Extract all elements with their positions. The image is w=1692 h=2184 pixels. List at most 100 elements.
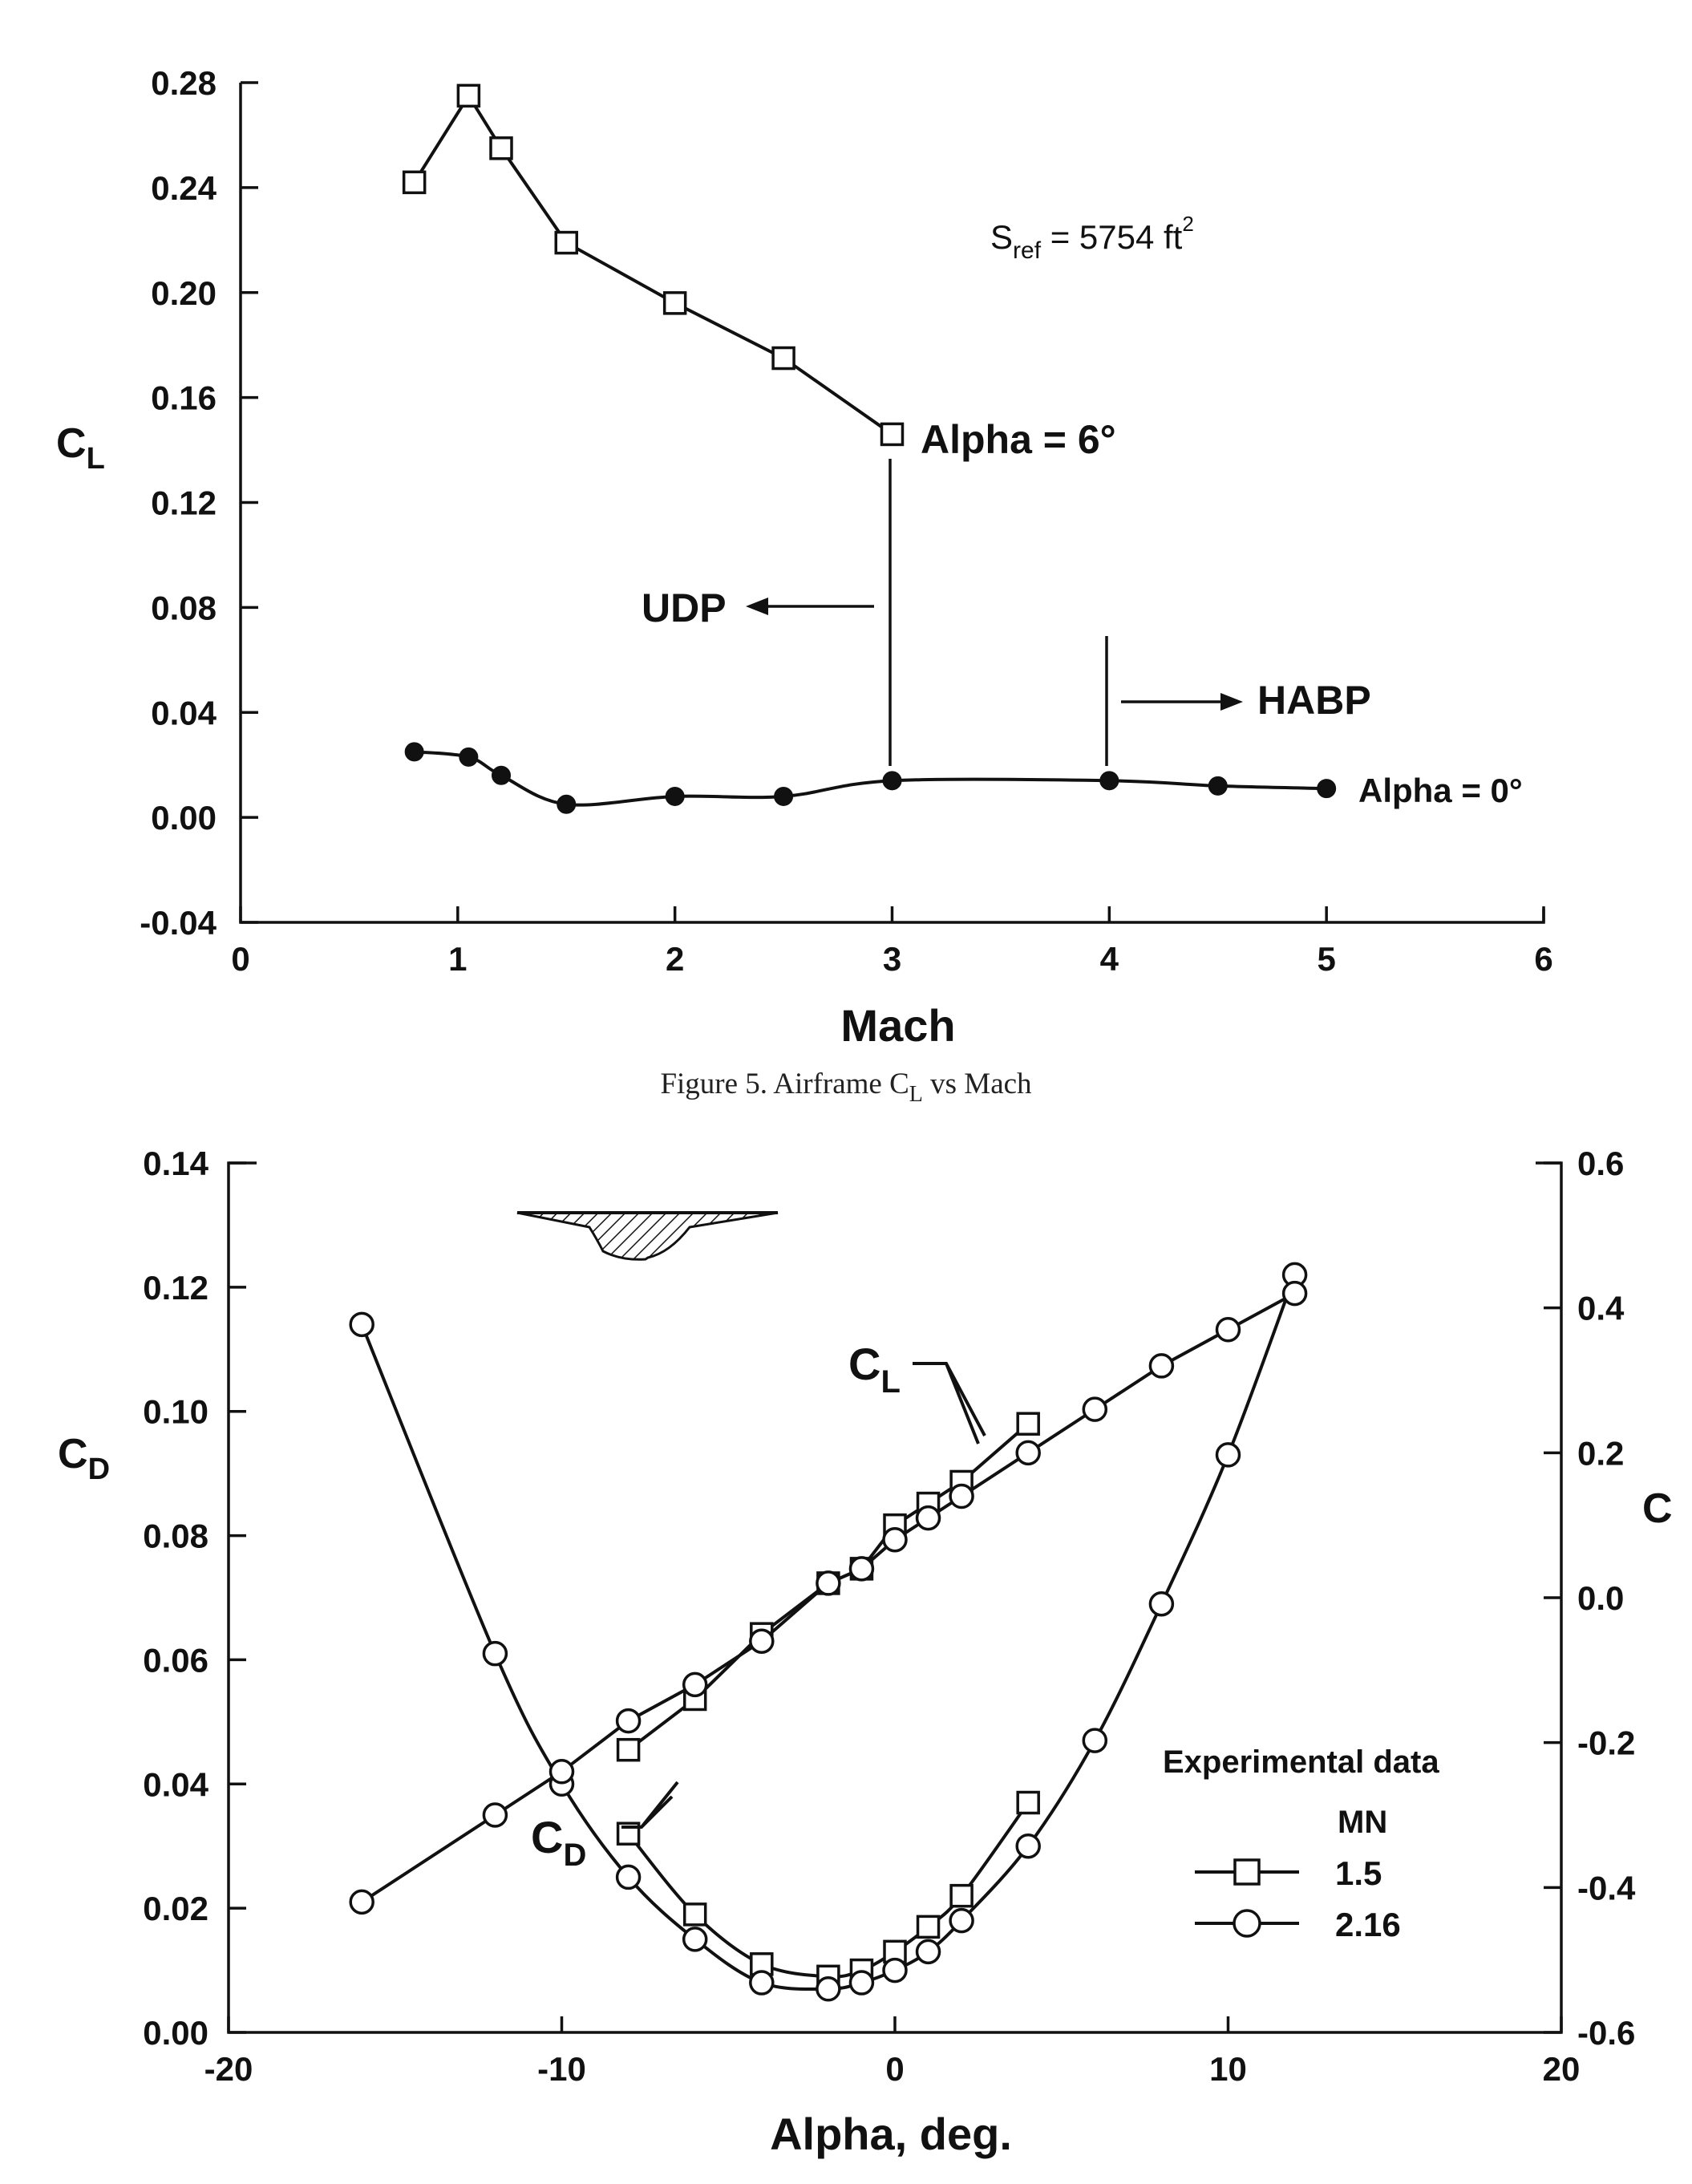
cd-curve-label: CD — [531, 1812, 586, 1873]
bottom-series-line-2 — [360, 1274, 1297, 1992]
bottom-series-2-point — [949, 1907, 974, 1934]
legend-entry-2: 2.16 — [1335, 1906, 1401, 1943]
bottom-series-3-point — [1016, 1412, 1040, 1436]
top-y-tick-label: 0.04 — [151, 694, 217, 731]
legend-subtitle: MN — [1338, 1805, 1387, 1840]
top-series-2-point — [492, 765, 511, 785]
bottom-series-2-point — [682, 1927, 708, 1952]
top-series-2-point — [557, 794, 577, 814]
cl-curve-label: CL — [848, 1339, 901, 1400]
top-series-1-point — [771, 346, 795, 371]
top-x-tick-label: 1 — [448, 940, 467, 978]
cl-leader-lines — [913, 1362, 986, 1445]
bottom-x-tick-label: -10 — [537, 2050, 586, 2088]
bottom-series-4-point — [682, 1671, 708, 1698]
top-y-tick-label: 0.28 — [151, 64, 217, 102]
bottom-series-4-point — [749, 1628, 775, 1654]
udp-arrowhead — [746, 598, 768, 615]
legend-circle-marker — [1233, 1909, 1261, 1938]
legend-square-marker — [1233, 1858, 1261, 1886]
bottom-series-4-point — [848, 1556, 875, 1582]
bottom-y-tick-label: 0.14 — [143, 1145, 208, 1182]
top-series-line-2 — [414, 750, 1327, 807]
top-y-tick-label: 0.24 — [151, 169, 217, 207]
bottom-series-2-point — [349, 1311, 374, 1338]
top-x-tick-label: 2 — [666, 940, 684, 978]
habp-label: HABP — [1257, 678, 1371, 723]
bottom-x-tick-label: -20 — [204, 2050, 253, 2088]
bottom-series-4-point — [915, 1505, 941, 1531]
bottom-series-2-point — [749, 1970, 775, 1996]
bottom-series-2-point — [915, 1939, 941, 1965]
top-x-axis-label: Mach — [840, 1000, 955, 1051]
bottom-y2-axis-label: C — [1642, 1485, 1673, 1532]
bottom-axis-frame — [227, 1161, 1563, 2034]
top-series-2-point — [882, 771, 902, 791]
alpha6-label: Alpha = 6° — [921, 417, 1116, 462]
top-series-2-point — [1099, 771, 1119, 791]
top-series-1-point — [662, 291, 687, 315]
bottom-x-ticks: -20 -10 0 10 20 — [204, 2016, 1581, 2088]
bottom-series-4-point — [615, 1708, 642, 1734]
bottom-y2-tick-label: 0.0 — [1577, 1579, 1624, 1617]
top-y-tick-label: -0.04 — [140, 904, 217, 942]
bottom-series-2-point — [816, 1976, 841, 2002]
bottom-y-tick-label: 0.06 — [143, 1641, 208, 1679]
top-axis-frame — [239, 83, 1545, 924]
top-x-ticks: 0 1 2 3 4 5 6 — [231, 906, 1553, 978]
bottom-series-4-point — [1281, 1280, 1308, 1307]
bottom-y-tick-label: 0.10 — [143, 1393, 208, 1431]
top-series-2-point — [665, 786, 685, 806]
top-x-tick-label: 0 — [231, 940, 249, 978]
bottom-series-2-point — [882, 1957, 908, 1983]
top-x-tick-label: 6 — [1534, 940, 1552, 978]
bottom-y2-tick-label: -0.6 — [1577, 2014, 1635, 2052]
bottom-series-2-point — [1015, 1833, 1041, 1859]
bottom-y-ticks: 0.14 0.12 0.10 0.08 0.06 0.04 0.02 0.00 — [143, 1145, 246, 2052]
top-series-1-point — [456, 83, 481, 108]
top-series-2-point — [1317, 779, 1337, 799]
bottom-chart: 0.140.120.100.080.060.040.020.00 0.60.40… — [58, 1145, 1673, 2159]
figure-caption: Figure 5. Airframe CL vs Mach — [660, 1068, 1032, 1107]
legend-title: Experimental data — [1163, 1744, 1439, 1780]
top-series-1-point — [880, 422, 905, 447]
bottom-y2-tick-label: 0.4 — [1577, 1290, 1625, 1327]
bottom-series-2-point — [848, 1970, 875, 1996]
bottom-series-4-point — [882, 1526, 908, 1553]
bottom-y-tick-label: 0.08 — [143, 1517, 208, 1555]
bottom-series-1-point — [949, 1883, 974, 1908]
bottom-series-2-point — [1148, 1590, 1175, 1617]
cd-leader-lines — [621, 1781, 679, 1829]
bottom-series-4-point — [1148, 1353, 1175, 1379]
top-series-1-point — [554, 230, 578, 255]
bottom-series — [349, 1262, 1308, 2002]
bottom-series-4-point — [1082, 1396, 1108, 1422]
top-y-tick-label: 0.16 — [151, 379, 217, 417]
legend: Experimental data MN 1.5 2.16 — [1163, 1744, 1439, 1943]
bottom-y2-tick-label: -0.2 — [1577, 1724, 1635, 1762]
bottom-series-1-point — [682, 1902, 707, 1927]
bottom-y-tick-label: 0.00 — [143, 2014, 208, 2052]
top-x-tick-label: 5 — [1317, 940, 1335, 978]
bottom-y2-ticks: 0.6 0.4 0.2 0.0 -0.2 -0.4 -0.6 — [1544, 1145, 1636, 2052]
udp-label: UDP — [642, 586, 727, 630]
top-y-tick-label: 0.20 — [151, 274, 217, 312]
top-y-tick-label: 0.00 — [151, 799, 217, 837]
bottom-y2-tick-label: -0.4 — [1577, 1869, 1636, 1906]
bottom-x-tick-label: 20 — [1543, 2050, 1581, 2088]
sref-annotation: Sref = 5754 ft2 — [990, 212, 1194, 264]
bottom-y2-tick-label: 0.6 — [1577, 1145, 1624, 1182]
bottom-series-4-point — [1015, 1440, 1041, 1466]
top-x-tick-label: 4 — [1100, 940, 1119, 978]
top-series-2-point — [774, 786, 794, 806]
bottom-y-tick-label: 0.04 — [143, 1765, 208, 1803]
top-series-line-1 — [412, 92, 893, 436]
bottom-y-axis-label: CD — [58, 1431, 110, 1486]
top-series-2-point — [459, 747, 479, 767]
top-series-1-point — [489, 136, 513, 160]
alpha0-label: Alpha = 0° — [1358, 772, 1523, 809]
bottom-x-tick-label: 10 — [1209, 2050, 1247, 2088]
bottom-series-4-point — [548, 1759, 575, 1785]
bottom-series-1-point — [916, 1915, 941, 1939]
